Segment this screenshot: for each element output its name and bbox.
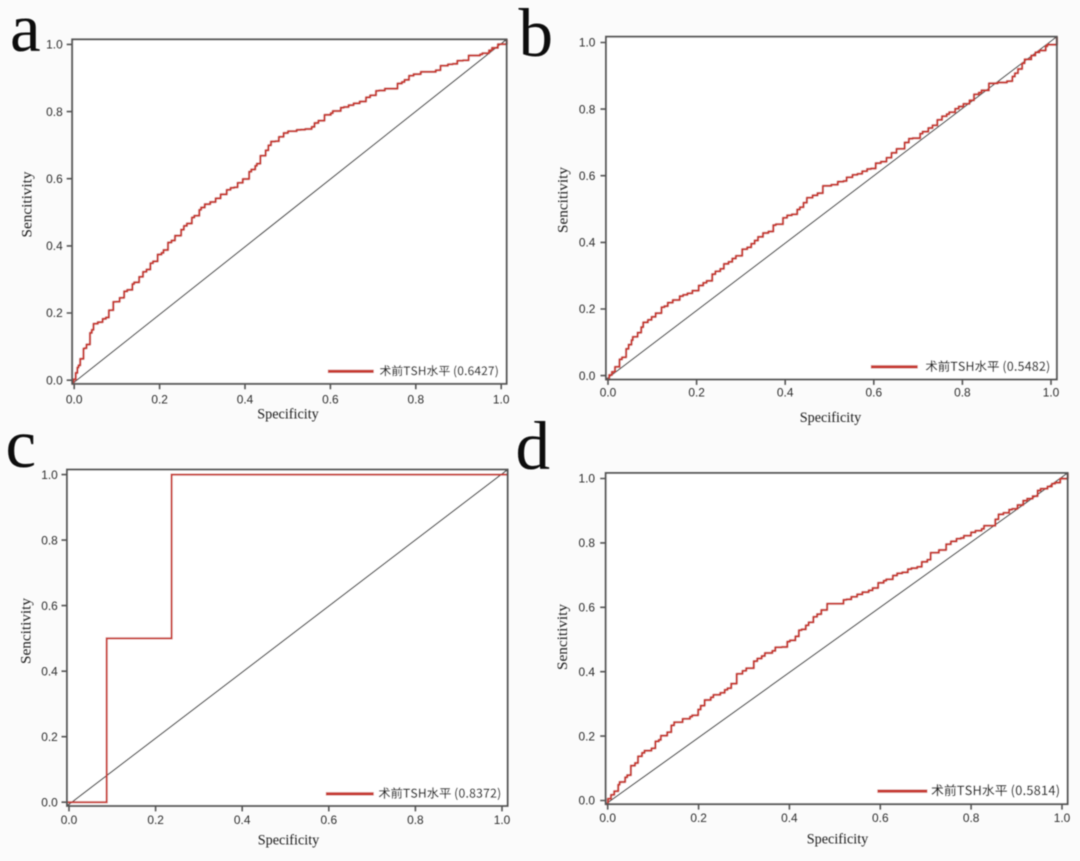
svg-text:a: a [10,0,41,66]
svg-text:0.8: 0.8 [963,811,980,825]
svg-text:0.2: 0.2 [41,730,58,744]
svg-text:0.0: 0.0 [41,795,58,809]
svg-text:0.6: 0.6 [46,172,63,186]
svg-text:0.8: 0.8 [954,386,971,400]
svg-text:1.0: 1.0 [46,38,63,52]
svg-text:Specificity: Specificity [807,831,869,847]
svg-text:1.0: 1.0 [1054,811,1071,825]
svg-text:0.0: 0.0 [599,811,616,825]
svg-text:Sencitivity: Sencitivity [555,603,571,670]
svg-text:0.0: 0.0 [61,813,78,827]
svg-text:0.2: 0.2 [151,393,168,407]
svg-text:0.6: 0.6 [872,811,889,825]
svg-text:0.4: 0.4 [781,811,798,825]
svg-text:0.4: 0.4 [234,813,251,827]
svg-text:0.2: 0.2 [690,811,707,825]
svg-text:c: c [6,406,37,482]
svg-text:0.0: 0.0 [600,386,617,400]
svg-text:b: b [519,0,554,71]
svg-text:0.8: 0.8 [408,393,425,407]
svg-text:0.6: 0.6 [41,599,58,613]
svg-text:Sencitivity: Sencitivity [19,597,35,664]
svg-text:1.0: 1.0 [1043,386,1060,400]
svg-text:1.0: 1.0 [493,393,510,407]
svg-text:0.0: 0.0 [579,369,596,383]
svg-text:0.2: 0.2 [688,386,705,400]
svg-text:0.4: 0.4 [578,665,595,679]
svg-text:Sencitivity: Sencitivity [556,166,572,233]
svg-text:0.6: 0.6 [321,813,338,827]
svg-text:0.4: 0.4 [579,236,596,250]
svg-text:0.8: 0.8 [41,533,58,547]
svg-text:0.0: 0.0 [66,393,83,407]
svg-text:1.0: 1.0 [41,468,58,482]
svg-text:1.0: 1.0 [494,813,511,827]
svg-text:0.2: 0.2 [147,813,164,827]
svg-text:0.4: 0.4 [46,239,63,253]
svg-text:0.0: 0.0 [46,373,63,387]
svg-text:1.0: 1.0 [579,36,596,50]
svg-text:0.8: 0.8 [579,102,596,116]
svg-text:0.0: 0.0 [578,794,595,808]
svg-text:0.4: 0.4 [41,664,58,678]
svg-text:Sencitivity: Sencitivity [20,171,36,238]
svg-text:0.8: 0.8 [578,536,595,550]
svg-text:0.6: 0.6 [578,601,595,615]
svg-text:Specificity: Specificity [800,410,862,426]
svg-text:0.2: 0.2 [579,302,596,316]
svg-text:0.6: 0.6 [866,386,883,400]
svg-text:Specificity: Specificity [257,406,319,422]
svg-text:0.6: 0.6 [579,169,596,183]
svg-text:0.8: 0.8 [407,813,424,827]
svg-text:0.4: 0.4 [777,386,794,400]
svg-text:1.0: 1.0 [578,472,595,486]
svg-text:0.8: 0.8 [46,105,63,119]
svg-text:d: d [516,408,551,484]
svg-text:0.4: 0.4 [237,393,254,407]
svg-text:Specificity: Specificity [258,832,320,848]
svg-text:0.2: 0.2 [578,729,595,743]
svg-text:0.2: 0.2 [46,306,63,320]
svg-text:0.6: 0.6 [322,393,339,407]
